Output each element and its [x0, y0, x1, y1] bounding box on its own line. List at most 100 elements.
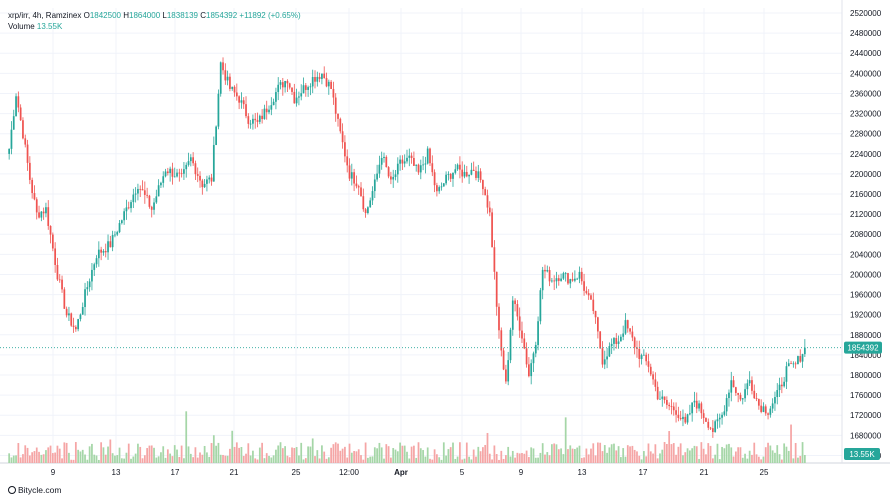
candle-body [314, 77, 316, 82]
volume-bar [95, 455, 98, 463]
candle-body [54, 248, 57, 265]
volume-bar [240, 446, 243, 463]
x-tick-label: 9 [519, 468, 524, 477]
candle-body [199, 175, 201, 181]
volume-bar [364, 442, 367, 463]
candle-body [111, 235, 114, 248]
volume-badge [844, 448, 880, 460]
candle-body [51, 234, 54, 249]
candle-body [737, 392, 740, 395]
volume-bar [208, 456, 211, 463]
volume-bar [42, 454, 45, 463]
x-tick-label: 25 [292, 468, 301, 477]
volume-bar [654, 444, 657, 463]
volume-bar [116, 455, 119, 463]
candle-body [123, 211, 126, 221]
candle-body [691, 402, 694, 414]
candle-body [548, 270, 551, 282]
candle-body [670, 406, 673, 407]
volume-bar [541, 443, 544, 463]
volume-bar [224, 455, 227, 463]
candle-body [672, 406, 675, 411]
candle-body [486, 195, 489, 208]
volume-bar [183, 458, 185, 463]
candle-body [385, 156, 388, 168]
candle-body [93, 264, 96, 270]
candle-body [318, 76, 321, 79]
candle-body [534, 345, 537, 354]
x-tick-label: 17 [639, 468, 648, 477]
volume-bar [670, 444, 673, 463]
candle-body [68, 313, 70, 316]
grid [0, 8, 842, 463]
candle-body [553, 280, 556, 282]
y-tick-label: 1840000 [850, 351, 882, 360]
candle-body [183, 169, 185, 174]
volume-bar [8, 453, 11, 463]
volume-bar [270, 457, 273, 463]
candle-body [484, 189, 487, 196]
volume-bar [751, 454, 753, 463]
candle-body [654, 379, 657, 387]
candle-body [194, 163, 197, 175]
candle-body [258, 115, 261, 122]
volume-bar [231, 430, 234, 463]
volume-bar [187, 446, 190, 463]
volume-bar [417, 442, 420, 463]
candle-body [518, 316, 521, 331]
volume-bar [695, 446, 698, 463]
volume-bar [415, 457, 418, 463]
candle-body [728, 392, 730, 399]
y-tick-label: 1920000 [850, 311, 882, 320]
candle-body [143, 190, 146, 195]
candle-body [311, 77, 314, 87]
candle-body [739, 394, 742, 400]
candle-body [530, 363, 533, 377]
volume-bar [79, 451, 82, 463]
volume-bar [102, 447, 105, 463]
volume-bar [104, 454, 107, 463]
volume-bar [10, 457, 13, 463]
volume-bar [45, 450, 47, 463]
x-tick-label: 21 [230, 468, 239, 477]
volume-bar [54, 452, 57, 463]
volume-bar [597, 442, 599, 463]
candle-body [371, 191, 374, 201]
volume-bar [114, 455, 116, 463]
candle-body [459, 164, 461, 170]
volume-bar [321, 445, 323, 463]
candle-body [134, 193, 137, 195]
candle-body [203, 183, 206, 188]
y-tick-label: 1880000 [850, 331, 882, 340]
volume-bar [295, 447, 298, 463]
candle-body [649, 366, 652, 375]
x-tick-label: 13 [578, 468, 587, 477]
volume-bar [426, 447, 429, 463]
candle-body [751, 380, 753, 391]
candle-body [799, 356, 802, 362]
volume-bar [74, 442, 77, 463]
volume-bar [746, 458, 749, 463]
candle-body [396, 163, 399, 175]
candle-body [592, 299, 595, 311]
high-label: H [123, 11, 129, 20]
volume-bar [150, 445, 153, 463]
candle-body [748, 380, 751, 384]
volume-bar [97, 459, 100, 463]
volume-bar [714, 454, 717, 463]
candle-body [355, 183, 358, 187]
volume-bar [624, 456, 627, 463]
candle-body [178, 172, 181, 174]
volume-bar [40, 454, 43, 463]
x-tick-label: 9 [51, 468, 56, 477]
volume-bar [730, 447, 733, 463]
candle-body [608, 346, 611, 357]
volume-bar [100, 442, 103, 463]
x-tick-label: 5 [460, 468, 465, 477]
volume-bar [286, 455, 289, 463]
volume-bar [557, 449, 560, 463]
volume-bar [309, 446, 312, 463]
volume-bar [484, 444, 487, 463]
candle-body [196, 174, 199, 176]
